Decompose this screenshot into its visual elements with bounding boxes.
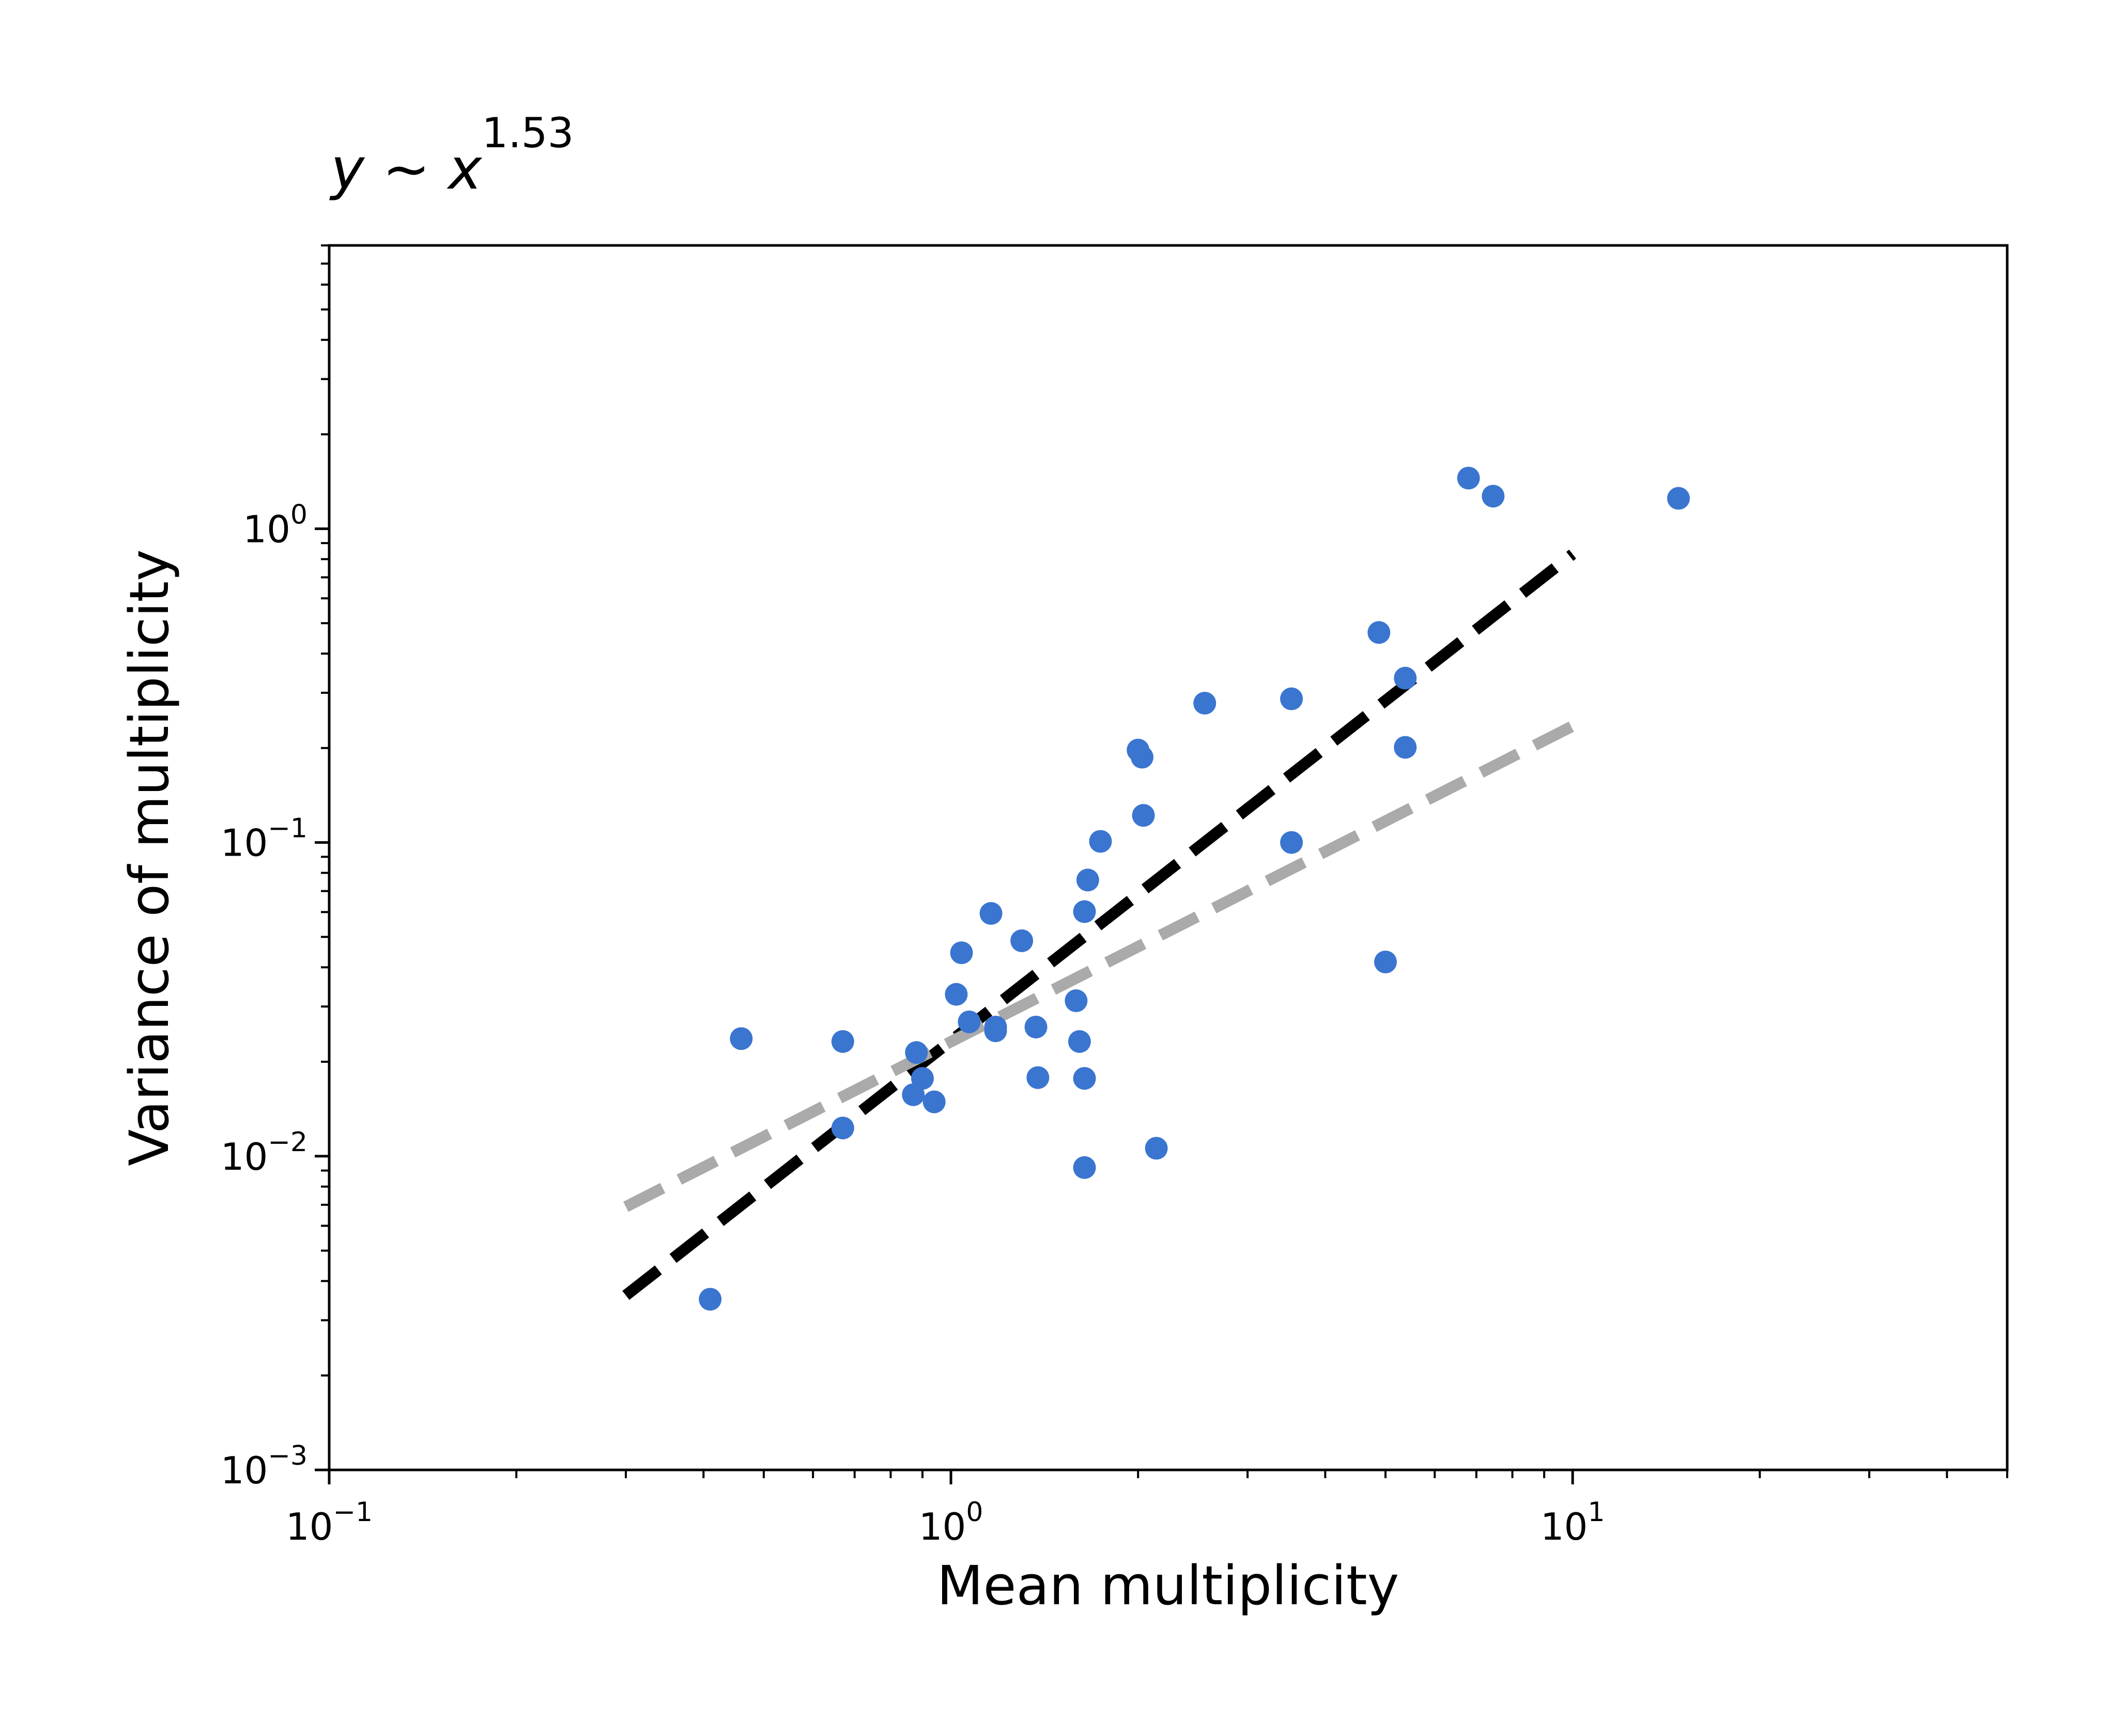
scatter-point-6 (905, 1041, 928, 1064)
fit-line-2 (623, 721, 1576, 1212)
plot-area-frame (328, 244, 2009, 1471)
scatter-point-30 (1280, 687, 1303, 710)
scatter-point-24 (1089, 830, 1112, 853)
scatter-point-15 (1010, 929, 1034, 952)
scatter-point-21 (1073, 1067, 1096, 1090)
scatter-point-22 (1073, 900, 1096, 923)
x-tick-label-2: 100 (919, 1497, 983, 1548)
scatter-point-9 (945, 983, 968, 1006)
scatter-point-1 (699, 1288, 722, 1311)
scatter-point-8 (922, 1090, 946, 1113)
x-tick-label-1: 10−1 (286, 1497, 373, 1548)
chart-title-base: y ~ x (329, 136, 483, 202)
scatter-point-35 (1394, 736, 1417, 759)
scatter-point-3 (831, 1030, 854, 1053)
scatter-point-37 (1482, 485, 1505, 508)
scatter-point-18 (1065, 989, 1088, 1012)
scatter-point-29 (1193, 691, 1217, 715)
x-tick-label-3: 101 (1541, 1497, 1605, 1548)
x-axis-ticks: 10−1 100 101 (286, 1470, 2008, 1548)
scatter-point-32 (1367, 621, 1391, 644)
scatter-point-16 (1024, 1015, 1048, 1038)
scatter-point-34 (1394, 667, 1417, 690)
scatter-point-38 (1667, 487, 1690, 510)
fit-lines (622, 549, 1576, 1300)
y-tick-label-1: 10−3 (221, 1440, 307, 1492)
y-tick-label-4: 100 (243, 499, 307, 551)
scatter-point-14 (984, 1019, 1007, 1043)
scatter-point-26 (1130, 746, 1153, 769)
y-axis-label: Variance of multiplicity (118, 549, 181, 1166)
scatter-point-10 (950, 941, 973, 965)
scatter-point-27 (1132, 804, 1155, 827)
chart-title: y ~ x1.53 (329, 109, 574, 202)
scatter-point-12 (979, 902, 1003, 925)
scatter-point-19 (1068, 1030, 1091, 1053)
scatter-point-23 (1076, 869, 1099, 892)
y-axis-ticks: 10−3 10−2 10−1 100 (221, 244, 329, 1492)
scatter-point-36 (1457, 467, 1480, 490)
scatter-point-20 (1073, 1156, 1096, 1179)
y-tick-label-2: 10−2 (221, 1127, 307, 1179)
scatter-point-7 (911, 1067, 934, 1090)
scatter-point-11 (958, 1010, 981, 1033)
scatter-point-17 (1026, 1066, 1050, 1089)
y-tick-label-3: 10−1 (221, 813, 307, 865)
scatter-point-28 (1145, 1137, 1168, 1160)
chart-title-exponent: 1.53 (482, 109, 574, 157)
fit-line-1 (622, 549, 1576, 1300)
scatter-points (699, 467, 1690, 1311)
scatter-point-31 (1280, 831, 1303, 854)
scatter-point-4 (831, 1117, 854, 1140)
scatter-point-33 (1374, 950, 1397, 973)
scatter-point-2 (730, 1027, 753, 1050)
x-axis-label: Mean multiplicity (937, 1554, 1399, 1617)
